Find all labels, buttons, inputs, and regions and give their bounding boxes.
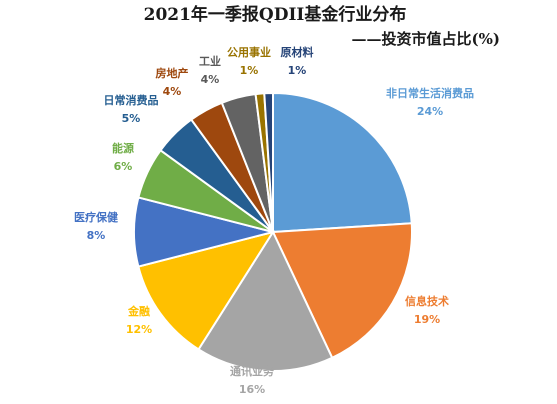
slice-category-label: 房地产 <box>156 66 189 80</box>
pie-slice <box>137 230 276 351</box>
slice-value-label: 8% <box>87 229 106 242</box>
slice-value-label: 4% <box>201 73 220 86</box>
pie-slices <box>133 91 413 372</box>
slice-category-label: 工业 <box>199 54 221 68</box>
slice-category-label: 公用事业 <box>227 45 271 59</box>
slice-value-label: 19% <box>414 313 440 326</box>
slice-category-label: 通讯业务 <box>230 364 275 378</box>
chart-subtitle: ——投资市值占比(%) <box>352 30 500 48</box>
pie-slice <box>271 222 413 360</box>
slice-value-label: 4% <box>163 85 182 98</box>
slice-value-label: 5% <box>122 112 141 125</box>
slice-value-label: 16% <box>239 383 265 396</box>
slice-category-label: 医疗保健 <box>74 210 119 224</box>
pie-slice <box>272 91 413 234</box>
slice-value-label: 1% <box>288 64 307 77</box>
pie-labels: 非日常生活消费品 24% 信息技术 19% 通讯业务 16% 金融 12% 医疗保健 8% 能源 6%… <box>74 45 474 396</box>
slice-value-label: 24% <box>417 105 443 118</box>
slice-category-label: 能源 <box>112 141 134 155</box>
pie-slice <box>263 91 274 233</box>
slice-value-label: 6% <box>114 160 133 173</box>
slice-category-label: 金融 <box>127 304 150 318</box>
slice-value-label: 12% <box>126 323 152 336</box>
chart-title: 2021年一季报QDII基金行业分布 <box>144 4 407 25</box>
slice-category-label: 原材料 <box>281 45 314 59</box>
slice-value-label: 1% <box>240 64 259 77</box>
slice-category-label: 日常消费品 <box>104 93 159 107</box>
slice-category-label: 信息技术 <box>405 294 449 308</box>
pie-slice <box>197 229 334 372</box>
slice-category-label: 非日常生活消费品 <box>386 86 474 100</box>
